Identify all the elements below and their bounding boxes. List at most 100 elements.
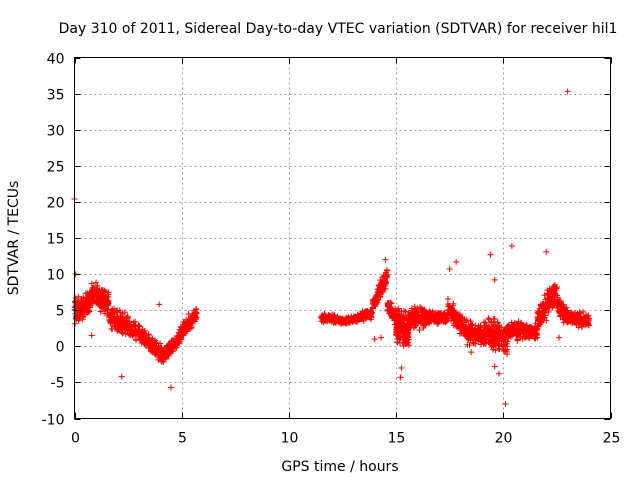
y-tick-label: 25: [47, 160, 65, 176]
data-point: [477, 322, 484, 329]
outlier-point: [118, 373, 125, 380]
data-point: [423, 315, 430, 322]
data-point: [504, 334, 511, 341]
data-point: [107, 316, 114, 323]
outlier-point: [398, 364, 405, 371]
data-point: [444, 315, 451, 322]
data-point: [522, 335, 529, 342]
data-point: [535, 308, 542, 315]
data-point: [82, 304, 89, 311]
data-point: [471, 326, 478, 333]
y-tick-label: 5: [56, 304, 65, 320]
data-point: [564, 318, 571, 325]
data-point: [433, 311, 440, 318]
data-point: [420, 324, 427, 331]
data-point: [110, 305, 117, 312]
data-point: [554, 292, 561, 299]
data-point: [507, 329, 514, 336]
data-point: [410, 320, 417, 327]
data-point: [163, 342, 170, 349]
data-point: [541, 292, 548, 299]
data-point: [495, 342, 502, 349]
data-point: [544, 287, 551, 294]
data-point: [118, 313, 125, 320]
data-point: [393, 324, 400, 331]
data-point: [111, 315, 118, 322]
data-point: [372, 297, 379, 304]
data-point: [145, 336, 152, 343]
data-point: [488, 338, 495, 345]
data-point: [402, 308, 409, 315]
chart-title: Day 310 of 2011, Sidereal Day-to-day VTE…: [59, 21, 618, 37]
data-point: [499, 330, 506, 337]
data-point: [173, 344, 180, 351]
data-point: [187, 319, 194, 326]
data-point: [102, 310, 109, 317]
axis-ticks: -10 -5 0 5 10 15 20 25 30 35 40 0 5 10 15 20 25: [42, 52, 621, 447]
y-tick-label: 40: [47, 52, 65, 68]
data-point: [97, 308, 104, 315]
data-point: [101, 302, 108, 309]
data-point: [539, 300, 546, 307]
data-point: [96, 300, 103, 307]
data-point: [162, 355, 169, 362]
y-tick-label: -10: [42, 413, 65, 429]
data-point: [181, 329, 188, 336]
data-point: [409, 319, 416, 326]
y-tick-label: 20: [47, 196, 65, 212]
data-point: [448, 317, 455, 324]
data-point: [504, 351, 511, 358]
data-point: [565, 310, 572, 317]
outlier-point: [167, 384, 174, 391]
data-point: [484, 330, 491, 337]
data-point: [450, 300, 457, 307]
x-tick-label: 25: [603, 431, 621, 447]
data-point: [579, 323, 586, 330]
data-point: [398, 323, 405, 330]
data-point: [526, 330, 533, 337]
data-point: [445, 302, 452, 309]
data-point: [122, 317, 129, 324]
data-point: [463, 319, 470, 326]
data-point: [78, 303, 85, 310]
data-point: [162, 345, 169, 352]
data-point: [418, 319, 425, 326]
data-point: [345, 314, 352, 321]
data-point: [414, 305, 421, 312]
data-point: [90, 284, 97, 291]
data-point: [429, 308, 436, 315]
y-tick-label: -5: [51, 376, 65, 392]
data-point: [393, 307, 400, 314]
x-axis-label: GPS time / hours: [281, 459, 398, 475]
data-point: [114, 307, 121, 314]
data-point: [502, 347, 509, 354]
data-point: [326, 316, 333, 323]
data-point: [114, 319, 121, 326]
data-point: [403, 334, 410, 341]
data-point: [133, 337, 140, 344]
data-point: [365, 314, 372, 321]
data-point: [119, 329, 126, 336]
data-point: [476, 332, 483, 339]
data-point: [458, 330, 465, 337]
x-tick-label: 0: [71, 431, 80, 447]
data-point: [325, 311, 332, 318]
data-point: [109, 326, 116, 333]
data-point: [478, 341, 485, 348]
data-point: [459, 314, 466, 321]
data-point: [494, 319, 501, 326]
data-point: [505, 324, 512, 331]
outlier-point: [502, 401, 509, 408]
x-tick-label: 20: [495, 431, 513, 447]
data-point: [348, 317, 355, 324]
data-point: [185, 311, 192, 318]
data-point: [455, 322, 462, 329]
data-point: [576, 316, 583, 323]
data-point: [114, 325, 121, 332]
data-point: [416, 327, 423, 334]
data-point: [444, 296, 451, 303]
data-point: [85, 307, 92, 314]
data-point: [462, 328, 469, 335]
data-point: [79, 316, 86, 323]
data-point: [106, 312, 113, 319]
